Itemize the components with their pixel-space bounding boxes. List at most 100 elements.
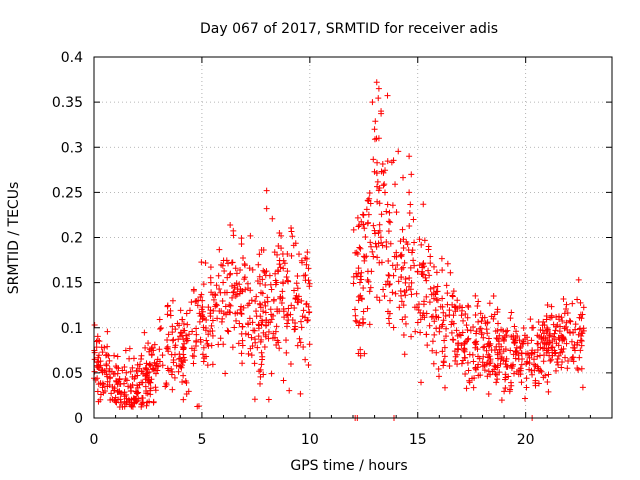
y-axis-title: SRMTID / TECUs <box>6 182 22 295</box>
data-point <box>154 367 161 374</box>
data-point <box>150 398 157 405</box>
data-point <box>193 331 200 338</box>
data-point <box>144 370 151 377</box>
data-point <box>375 135 382 142</box>
data-point <box>256 368 263 375</box>
data-point <box>461 346 468 353</box>
data-point <box>250 327 257 334</box>
data-point <box>265 328 272 335</box>
data-point <box>415 301 422 308</box>
data-point <box>259 276 266 283</box>
data-point <box>209 328 216 335</box>
data-point <box>379 160 386 167</box>
x-tick-label: 15 <box>409 432 427 448</box>
data-point <box>180 354 187 361</box>
data-point <box>425 243 432 250</box>
data-point <box>417 329 424 336</box>
data-point <box>539 345 546 352</box>
data-point <box>406 210 413 217</box>
data-point <box>91 322 98 329</box>
data-point <box>354 214 361 221</box>
data-point <box>547 339 554 346</box>
data-point <box>99 367 106 374</box>
data-point <box>226 301 233 308</box>
data-point <box>531 361 538 368</box>
data-point <box>578 332 585 339</box>
data-point <box>427 253 434 260</box>
data-point <box>559 358 566 365</box>
data-point <box>494 355 501 362</box>
data-point <box>381 181 388 188</box>
data-point <box>214 315 221 322</box>
data-point <box>272 277 279 284</box>
data-point <box>196 318 203 325</box>
data-point <box>381 189 388 196</box>
data-point <box>151 341 158 348</box>
data-point <box>470 323 477 330</box>
data-point <box>560 295 567 302</box>
data-point <box>423 310 430 317</box>
data-point <box>430 263 437 270</box>
data-point <box>548 356 555 363</box>
data-point <box>383 208 390 215</box>
data-point <box>473 338 480 345</box>
data-point <box>304 317 311 324</box>
x-tick-label: 0 <box>90 432 99 448</box>
data-point <box>293 280 300 287</box>
data-point <box>560 334 567 341</box>
data-point <box>378 239 385 246</box>
data-point <box>238 350 245 357</box>
data-point <box>175 368 182 375</box>
data-point <box>560 335 567 342</box>
data-point <box>555 334 562 341</box>
data-point <box>233 280 240 287</box>
data-point <box>157 326 164 333</box>
data-point <box>435 365 442 372</box>
data-point <box>441 344 448 351</box>
data-point <box>227 270 234 277</box>
data-point <box>370 222 377 229</box>
data-point <box>516 337 523 344</box>
data-point <box>276 345 283 352</box>
data-point <box>374 198 381 205</box>
data-point <box>442 333 449 340</box>
data-point <box>435 314 442 321</box>
data-point <box>252 298 259 305</box>
data-point <box>485 354 492 361</box>
data-point <box>515 352 522 359</box>
data-point <box>213 282 220 289</box>
data-point <box>505 373 512 380</box>
data-point <box>186 331 193 338</box>
data-point <box>428 291 435 298</box>
data-point <box>217 289 224 296</box>
data-point <box>400 264 407 271</box>
data-point <box>170 336 177 343</box>
data-point <box>408 171 415 178</box>
data-point <box>406 275 413 282</box>
data-point <box>258 349 265 356</box>
data-point <box>384 308 391 315</box>
data-point <box>479 363 486 370</box>
data-point <box>281 260 288 267</box>
data-point <box>262 302 269 309</box>
data-point <box>121 393 128 400</box>
data-point <box>579 311 586 318</box>
data-point <box>176 351 183 358</box>
data-point <box>419 271 426 278</box>
data-point <box>95 358 102 365</box>
data-point <box>487 371 494 378</box>
data-point <box>237 288 244 295</box>
data-point <box>462 370 469 377</box>
data-point <box>147 385 154 392</box>
data-point <box>539 339 546 346</box>
data-point <box>183 379 190 386</box>
data-point <box>159 362 166 369</box>
data-point <box>226 271 233 278</box>
data-point <box>466 379 473 386</box>
data-point <box>359 315 366 322</box>
data-point <box>297 390 304 397</box>
data-point <box>261 344 268 351</box>
data-point <box>355 223 362 230</box>
data-point <box>122 375 129 382</box>
data-point <box>472 312 479 319</box>
